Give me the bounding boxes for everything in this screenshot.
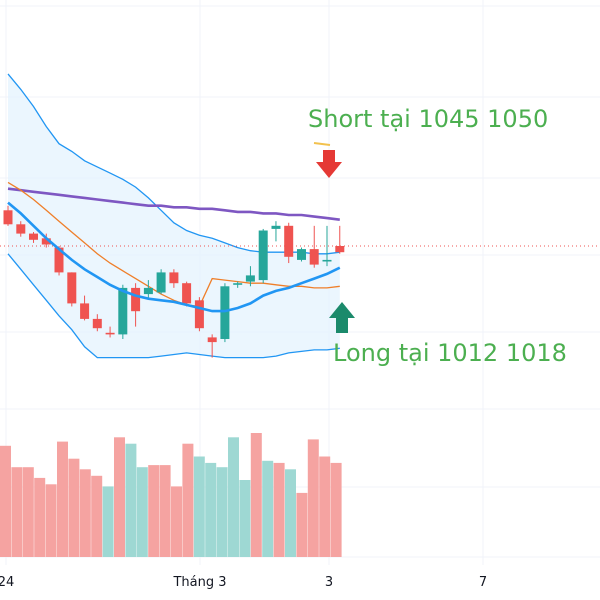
bollinger-band-fill (8, 73, 340, 358)
volume-bar (307, 439, 319, 557)
ma-long-line (7, 187, 340, 221)
bollinger-lower-line (7, 253, 340, 359)
volume-bar (68, 458, 80, 557)
volume-bars (0, 433, 342, 557)
volume-bar (239, 480, 251, 557)
volume-bar (171, 486, 182, 557)
candle-body (322, 259, 332, 262)
x-tick-label: Tháng 3 (172, 575, 226, 590)
candle-body (105, 332, 115, 335)
candle-body (29, 233, 38, 240)
volume-bar (273, 462, 285, 557)
x-axis: 24 Tháng 3 3 7 (0, 575, 487, 590)
long-arrow-icon (329, 302, 355, 333)
volume-bar (228, 437, 239, 557)
volume-bar (57, 441, 68, 557)
volume-bar (125, 443, 137, 557)
short-arrow-icon (316, 150, 342, 178)
candle-body (118, 287, 128, 335)
volume-bar (45, 484, 57, 557)
candle-body (169, 272, 179, 284)
x-tick-label: 3 (325, 575, 333, 590)
candle-body (3, 210, 13, 225)
volume-bar (330, 462, 342, 557)
volume-bar (216, 467, 228, 557)
volume-bar (159, 465, 171, 557)
volume-bar (34, 477, 46, 557)
volume-bar (11, 467, 23, 557)
volume-bar (262, 460, 274, 557)
candle-body (143, 287, 153, 295)
volume-bar (250, 433, 262, 557)
volume-bar (296, 492, 308, 557)
candle-body (131, 287, 141, 312)
candle-body (156, 272, 166, 293)
volume-bar (136, 467, 148, 557)
candle-body (220, 286, 230, 339)
long-annotation: Long tại 1012 1018 (333, 339, 567, 367)
x-tick-label: 24 (0, 575, 14, 590)
candle-body (182, 283, 192, 304)
volume-bar (285, 469, 296, 557)
volume-bar (22, 467, 34, 557)
candle-body (258, 230, 268, 281)
candle-body (67, 272, 77, 304)
ma-fast-line (7, 201, 341, 313)
candle-body (233, 283, 243, 285)
volume-bar (91, 475, 103, 557)
candle-body (207, 337, 217, 343)
candle-body (194, 300, 204, 329)
candle-body (41, 238, 51, 245)
volume-bar (102, 486, 114, 557)
volume-bar (205, 462, 217, 557)
volume-bar (148, 465, 160, 557)
candle-body (335, 246, 345, 253)
candle-body (80, 303, 90, 319)
candle-body (54, 247, 64, 273)
candle-body (92, 318, 102, 329)
candles (3, 205, 345, 358)
ma-slow-line (7, 181, 340, 308)
short-level-dash (313, 142, 331, 146)
volume-bar (114, 437, 125, 557)
x-tick-label: 7 (479, 575, 487, 590)
volume-bar (79, 469, 91, 557)
candle-body (284, 225, 294, 257)
volume-bar (319, 456, 331, 557)
volume-bar (182, 443, 194, 557)
volume-bar (0, 445, 11, 557)
candle-body (16, 224, 26, 234)
candle-body (297, 249, 306, 260)
volume-bar (193, 456, 205, 557)
short-annotation: Short tại 1045 1050 (308, 105, 549, 133)
candle-body (271, 225, 281, 229)
candle-body (309, 249, 319, 265)
candle-body (245, 275, 255, 282)
